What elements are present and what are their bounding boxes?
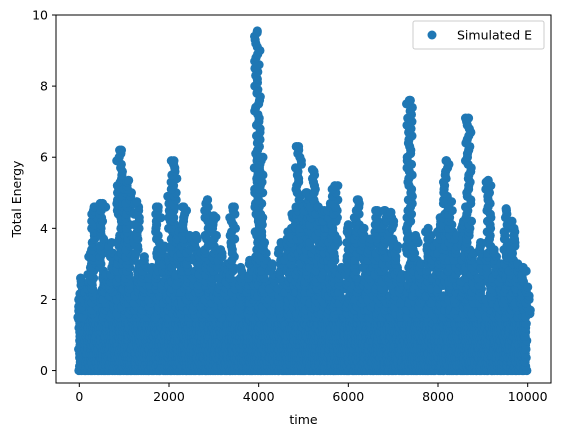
data-point <box>293 141 304 152</box>
data-point <box>191 230 201 241</box>
data-point <box>267 259 277 269</box>
data-point <box>215 245 226 255</box>
data-point <box>209 211 219 221</box>
data-point <box>330 181 340 191</box>
data-point <box>169 156 179 166</box>
data-point <box>202 195 213 205</box>
data-point <box>124 175 134 185</box>
plot-area <box>73 26 535 376</box>
data-point <box>179 202 189 212</box>
data-point <box>132 197 142 207</box>
data-point <box>236 262 246 273</box>
data-point <box>255 152 266 162</box>
data-point <box>352 195 362 205</box>
data-point <box>153 202 163 212</box>
data-point <box>228 202 238 212</box>
data-point <box>259 237 270 248</box>
data-point <box>139 252 149 262</box>
data-point <box>98 198 108 209</box>
data-point <box>307 165 318 175</box>
data-point <box>115 145 125 155</box>
data-point <box>252 26 262 36</box>
